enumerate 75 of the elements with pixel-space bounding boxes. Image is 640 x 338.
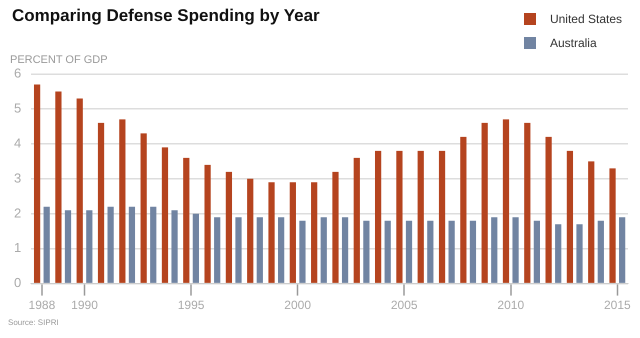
legend-label: United States — [550, 12, 622, 26]
bar — [108, 206, 114, 283]
source-note: Source: SIPRI — [8, 318, 59, 327]
bar — [418, 150, 424, 283]
x-tick-label: 2005 — [390, 298, 418, 312]
bar — [140, 133, 147, 283]
bar — [268, 182, 275, 283]
bar — [384, 220, 391, 283]
bar — [247, 178, 254, 283]
bar — [171, 210, 178, 283]
bar — [235, 217, 242, 283]
bar — [332, 172, 339, 283]
bar — [162, 147, 168, 283]
bar — [311, 182, 318, 283]
y-tick-label: 0 — [14, 275, 22, 290]
bar — [86, 210, 92, 283]
x-tick-label: 1995 — [178, 298, 205, 312]
bar — [98, 122, 104, 283]
x-tick-label: 1990 — [71, 298, 98, 312]
bar — [76, 98, 83, 283]
bar — [256, 217, 263, 283]
x-tick-label: 2015 — [604, 298, 632, 312]
bar — [150, 206, 156, 283]
bar — [363, 220, 370, 283]
bar — [374, 150, 382, 283]
bar — [576, 224, 583, 283]
bar — [502, 119, 510, 283]
bar — [470, 220, 476, 283]
y-tick-label: 3 — [14, 170, 22, 186]
bar — [491, 217, 498, 283]
x-tick-label: 2010 — [497, 298, 524, 312]
bar — [566, 150, 574, 283]
y-tick-label: 1 — [14, 240, 22, 256]
bar — [64, 210, 72, 283]
bar — [320, 217, 327, 283]
bar — [460, 136, 466, 283]
bar — [192, 214, 199, 283]
bar — [183, 158, 190, 283]
bar — [545, 136, 552, 283]
bar — [354, 158, 360, 283]
bar — [226, 172, 232, 283]
bar — [342, 217, 348, 283]
bar — [128, 206, 136, 283]
bar — [396, 150, 403, 283]
y-tick-label: 4 — [14, 135, 22, 150]
bar — [555, 224, 562, 283]
bar — [482, 122, 488, 283]
bar — [619, 217, 626, 283]
legend-label: Australia — [550, 36, 597, 50]
bar — [512, 217, 519, 283]
y-axis-title: PERCENT OF GDP — [10, 54, 108, 66]
bar — [44, 206, 50, 283]
bar — [299, 220, 306, 283]
bar — [524, 122, 530, 283]
bar — [55, 91, 62, 283]
bar — [290, 182, 296, 283]
y-tick-label: 6 — [14, 66, 22, 81]
bar — [438, 150, 446, 283]
bar — [278, 217, 284, 283]
bar — [609, 168, 616, 283]
y-tick-label: 5 — [14, 100, 22, 116]
y-tick-label: 2 — [14, 205, 22, 220]
bar — [204, 164, 211, 283]
bar — [119, 119, 126, 283]
bar — [598, 220, 604, 283]
bar — [214, 217, 220, 283]
x-tick-label: 2000 — [284, 298, 312, 312]
bar — [588, 161, 594, 283]
x-tick-label: 1988 — [28, 298, 56, 312]
chart-title: Comparing Defense Spending by Year — [12, 6, 320, 26]
bar — [448, 220, 455, 283]
bar — [427, 220, 434, 283]
bar — [34, 84, 40, 283]
bar — [534, 220, 540, 283]
bar — [406, 220, 412, 283]
